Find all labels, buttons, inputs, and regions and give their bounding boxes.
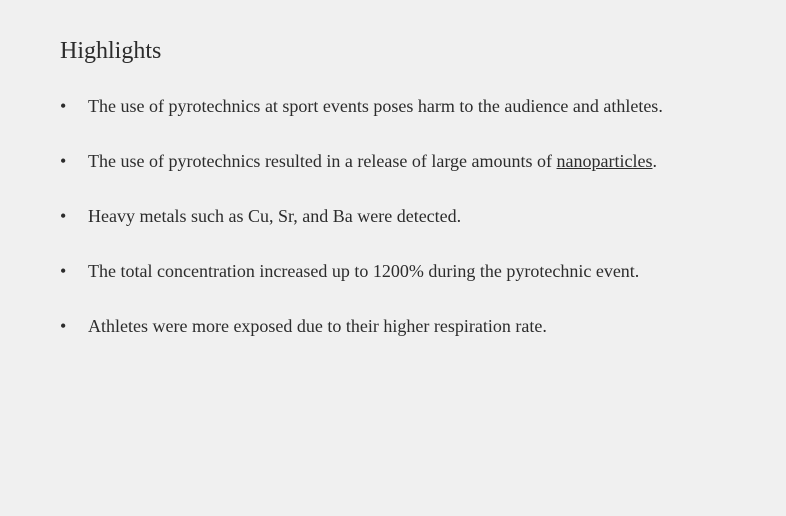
text-suffix: .	[652, 151, 657, 171]
list-item: • Heavy metals such as Cu, Sr, and Ba we…	[60, 203, 726, 230]
highlights-heading: Highlights	[60, 38, 726, 65]
bullet-text: Heavy metals such as Cu, Sr, and Ba were…	[88, 203, 726, 230]
text-prefix: The use of pyrotechnics resulted in a re…	[88, 151, 557, 171]
bullet-text: The use of pyrotechnics resulted in a re…	[88, 148, 726, 175]
bullet-text: The use of pyrotechnics at sport events …	[88, 93, 726, 120]
list-item: • The use of pyrotechnics resulted in a …	[60, 148, 726, 175]
bullet-icon: •	[60, 203, 88, 230]
list-item: • The total concentration increased up t…	[60, 258, 726, 285]
bullet-icon: •	[60, 258, 88, 285]
bullet-icon: •	[60, 313, 88, 340]
list-item: • Athletes were more exposed due to thei…	[60, 313, 726, 340]
list-item: • The use of pyrotechnics at sport event…	[60, 93, 726, 120]
bullet-text: The total concentration increased up to …	[88, 258, 726, 285]
highlights-list: • The use of pyrotechnics at sport event…	[60, 93, 726, 340]
bullet-icon: •	[60, 93, 88, 120]
bullet-text: Athletes were more exposed due to their …	[88, 313, 726, 340]
underlined-term: nanoparticles	[557, 151, 653, 171]
bullet-icon: •	[60, 148, 88, 175]
